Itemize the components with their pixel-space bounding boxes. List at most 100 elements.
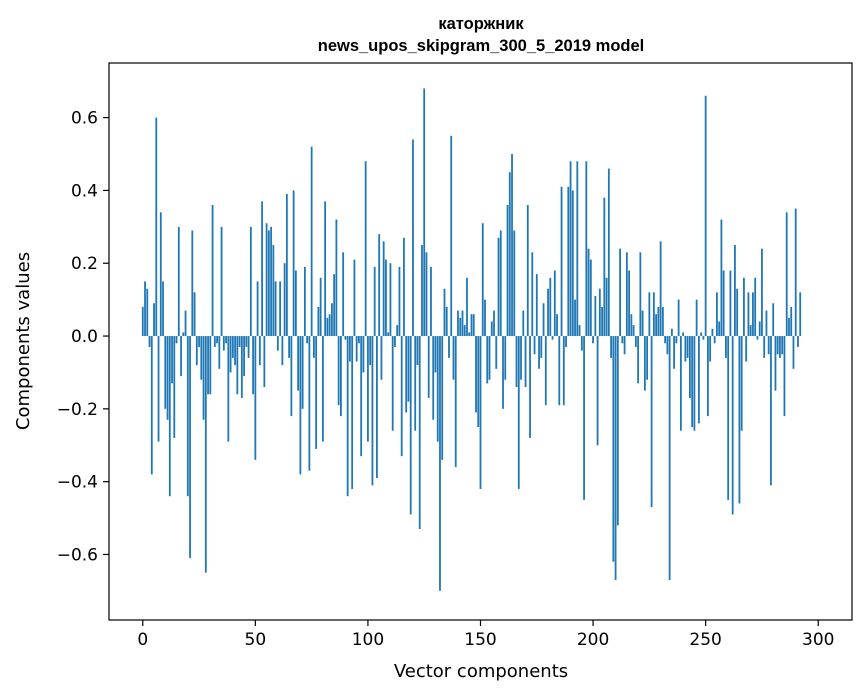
x-axis: 0 50 100 150 200 250 300 xyxy=(137,620,834,650)
bar-174 xyxy=(533,336,536,355)
bar-88 xyxy=(340,336,342,417)
bar-269 xyxy=(747,292,750,337)
bar-180 xyxy=(547,288,549,337)
bar-130 xyxy=(434,336,437,373)
bar-188 xyxy=(565,336,567,347)
bar-160 xyxy=(502,336,504,409)
bar-259 xyxy=(725,336,727,358)
bar-11 xyxy=(166,336,169,420)
bar-34 xyxy=(218,336,221,369)
bar-194 xyxy=(578,325,581,337)
bar-144 xyxy=(466,277,468,337)
bar-117 xyxy=(405,336,408,413)
bar-193 xyxy=(576,161,579,337)
bar-114 xyxy=(398,266,401,337)
bar-161 xyxy=(504,336,507,380)
bar-42 xyxy=(236,336,239,395)
bar-45 xyxy=(243,336,245,377)
y-tick-label: −0.6 xyxy=(57,545,98,565)
bar-258 xyxy=(722,270,725,337)
chart-title-line1: каторжник xyxy=(438,15,524,33)
bar-53 xyxy=(261,201,263,337)
bar-134 xyxy=(443,288,446,337)
bar-4 xyxy=(150,336,153,475)
y-tick-label: 0.6 xyxy=(71,109,98,129)
bar-94 xyxy=(353,259,356,337)
bar-36 xyxy=(222,336,225,351)
bar-216 xyxy=(628,270,630,337)
bar-70 xyxy=(299,336,302,475)
bar-240 xyxy=(682,332,685,337)
bar-224 xyxy=(646,336,649,380)
bar-43 xyxy=(238,336,241,347)
bar-1 xyxy=(144,281,146,337)
bar-162 xyxy=(506,204,509,337)
bar-2 xyxy=(146,288,149,337)
bar-86 xyxy=(335,219,338,337)
bar-26 xyxy=(200,336,203,380)
bar-288 xyxy=(790,306,793,337)
bar-101 xyxy=(369,336,372,366)
bar-284 xyxy=(781,336,784,355)
bar-199 xyxy=(589,259,592,337)
bar-231 xyxy=(661,306,664,337)
bar-145 xyxy=(468,332,471,337)
bar-32 xyxy=(213,336,216,347)
bar-252 xyxy=(709,336,712,362)
bar-132 xyxy=(439,336,441,591)
bar-274 xyxy=(758,321,761,337)
bar-27 xyxy=(202,336,205,420)
bar-39 xyxy=(229,336,232,373)
bar-254 xyxy=(713,336,716,344)
bar-183 xyxy=(553,270,556,337)
bar-14 xyxy=(173,336,176,438)
y-tick-label: 0.4 xyxy=(71,181,98,201)
bar-60 xyxy=(276,336,279,351)
bar-289 xyxy=(792,336,795,369)
bar-263 xyxy=(734,245,736,337)
bar-24 xyxy=(195,336,198,366)
bar-121 xyxy=(414,336,417,431)
bar-163 xyxy=(508,172,511,337)
bar-78 xyxy=(317,306,320,337)
bar-111 xyxy=(391,336,394,431)
bar-173 xyxy=(531,252,534,337)
bar-57 xyxy=(270,226,273,337)
bar-76 xyxy=(312,336,315,358)
bar-177 xyxy=(540,336,543,358)
bar-286 xyxy=(785,212,788,337)
bar-103 xyxy=(373,266,376,337)
bar-215 xyxy=(625,252,628,337)
bar-264 xyxy=(736,288,739,337)
bar-15 xyxy=(175,336,178,344)
bar-38 xyxy=(227,336,230,442)
bar-50 xyxy=(254,336,257,460)
bar-81 xyxy=(324,201,327,337)
bar-244 xyxy=(691,336,694,428)
bar-218 xyxy=(632,325,635,337)
bar-54 xyxy=(263,336,266,388)
x-tick-label: 150 xyxy=(464,630,496,650)
bar-232 xyxy=(664,336,667,344)
bar-19 xyxy=(184,310,187,337)
bar-175 xyxy=(535,274,538,337)
bar-208 xyxy=(610,336,612,358)
bar-191 xyxy=(571,190,574,337)
bar-247 xyxy=(698,336,700,424)
bar-66 xyxy=(290,336,293,417)
bar-278 xyxy=(767,336,770,355)
bar-55 xyxy=(265,223,268,337)
bar-113 xyxy=(396,325,399,337)
bar-219 xyxy=(634,336,637,347)
bar-189 xyxy=(567,186,570,337)
bar-133 xyxy=(441,336,444,460)
bar-242 xyxy=(686,336,689,358)
bar-206 xyxy=(605,277,608,337)
y-tick-label: 0.0 xyxy=(71,327,98,347)
bar-122 xyxy=(416,336,419,366)
bar-131 xyxy=(436,336,439,442)
bar-282 xyxy=(776,336,779,355)
chart-title-line2: news_upos_skipgram_300_5_2019 model xyxy=(318,37,645,55)
bar-112 xyxy=(394,336,396,347)
bar-196 xyxy=(583,336,585,500)
